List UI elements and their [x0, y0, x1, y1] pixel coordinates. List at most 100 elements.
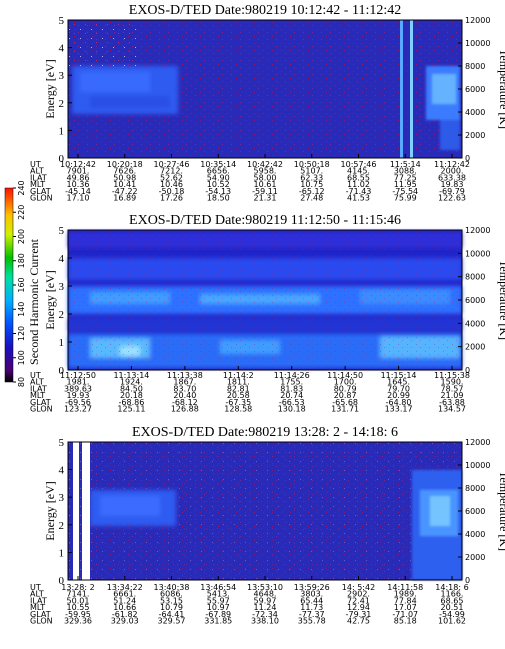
ephemeris-cell: 16.89 [113, 194, 136, 203]
ephemeris-cell: 11:14:50 [327, 371, 363, 380]
ephemeris-cell: 4145. [347, 167, 370, 176]
ephemeris-cell: 134.57 [438, 405, 466, 414]
ephemeris-cell: 128.58 [224, 405, 252, 414]
y2tick-label: 10000 [465, 249, 490, 258]
ephemeris-cell: 20.58 [227, 391, 250, 400]
y2tick-label: 12000 [465, 226, 490, 235]
ephemeris-cell: 18.50 [207, 194, 230, 203]
ephemeris-cell: 122.63 [438, 194, 466, 203]
ephemeris-cell: 5958. [254, 167, 277, 176]
ytick-label: 1 [59, 125, 65, 137]
ephemeris-cell: 42.75 [347, 617, 370, 626]
ytick-label: 3 [59, 281, 65, 293]
ephemeris-cell: 13:46:54 [200, 583, 236, 592]
panel-2-title: EXOS-D/TED Date:980219 11:12:50 - 11:15:… [129, 213, 401, 228]
ephemeris-cell: 11.95 [394, 180, 417, 189]
ephemeris-cell: 85.18 [394, 617, 417, 626]
ephemeris-row-label: MLT [30, 180, 45, 189]
panel-3-datagap-2 [82, 442, 90, 580]
ephemeris-cell: 1645. [387, 378, 410, 387]
ephemeris-cell: 14: 5:42 [342, 583, 375, 592]
ytick-label: 5 [59, 15, 65, 27]
panel-2-heatmap [68, 230, 462, 370]
ephemeris-cell: 53.15 [160, 596, 183, 605]
ephemeris-cell: 633.38 [438, 173, 466, 182]
y2tick-label: 10000 [465, 39, 490, 48]
y2tick-label: 8000 [465, 62, 485, 71]
y2tick-label: 6000 [465, 507, 485, 516]
ephemeris-cell: 75.99 [394, 194, 417, 203]
panel-1-right-structure [400, 20, 460, 158]
ephemeris-cell: 389.63 [64, 384, 92, 393]
y2tick-label: 2000 [465, 343, 485, 352]
ephemeris-cell: 52.62 [160, 173, 183, 182]
colorbar-tick-label: 140 [17, 302, 26, 317]
colorbar-ticks: 80 100 120 140 160 180 200 220 240 [13, 180, 26, 387]
ephemeris-cell: 4648. [254, 590, 277, 599]
ephemeris-cell: 10.75 [300, 180, 323, 189]
ephemeris-cell: -66.53 [279, 398, 305, 407]
ephemeris-cell: -77.37 [299, 610, 325, 619]
ephemeris-row-label: ALT [30, 167, 44, 176]
ephemeris-cell: 72.41 [347, 596, 370, 605]
panel-3-y2ticks: 0 2000 4000 6000 8000 10000 12000 [458, 438, 490, 585]
ephemeris-cell: 19.93 [67, 391, 90, 400]
panel-3-heatmap [68, 442, 462, 580]
panel-2-y2label: Temperature [K] [497, 260, 505, 340]
ephemeris-row-label: UT [30, 371, 41, 380]
colorbar-tick-label: 180 [17, 253, 26, 268]
ytick-label: 3 [59, 70, 65, 82]
ephemeris-cell: 10.46 [160, 180, 183, 189]
panel-1: EXOS-D/TED Date:980219 10:12:42 - 11:12:… [30, 3, 505, 203]
y2tick-label: 8000 [465, 273, 485, 282]
ephemeris-cell: 13:34:22 [107, 583, 143, 592]
ytick-label: 2 [59, 520, 65, 532]
ephemeris-cell: -65.68 [332, 398, 358, 407]
y2tick-label: 6000 [465, 85, 485, 94]
ephemeris-cell: 20.87 [334, 391, 357, 400]
ephemeris-cell: 77.84 [394, 596, 417, 605]
colorbar-tick-label: 220 [17, 205, 26, 220]
ephemeris-cell: 338.10 [251, 617, 279, 626]
ephemeris-row-label: ILAT [30, 596, 47, 605]
ytick-label: 4 [59, 253, 65, 265]
ephemeris-row-label: UT [30, 583, 41, 592]
ephemeris-cell: -59.11 [252, 187, 278, 196]
ephemeris-cell: 68.55 [347, 173, 370, 182]
ephemeris-cell: 82.81 [227, 384, 250, 393]
panel-3-right-structure [412, 470, 462, 580]
panel-2-y2ticks: 0 2000 4000 6000 8000 10000 12000 [458, 226, 490, 375]
ephemeris-row-label: MLT [30, 391, 45, 400]
ephemeris-cell: 10:27:46 [154, 160, 190, 169]
ephemeris-cell: -64.80 [386, 398, 412, 407]
colorbar-tick-label: 80 [17, 377, 26, 387]
ephemeris-cell: 14:18: 6 [435, 583, 468, 592]
ephemeris-cell: 81.83 [280, 384, 303, 393]
y2tick-label: 10000 [465, 461, 490, 470]
ephemeris-cell: -72.34 [252, 610, 278, 619]
ephemeris-cell: 10.79 [160, 603, 183, 612]
ephemeris-cell: 17.26 [160, 194, 183, 203]
ephemeris-cell: 11.73 [300, 603, 323, 612]
panel-3-band [90, 490, 176, 526]
ephemeris-row-label: ILAT [30, 173, 47, 182]
ephemeris-cell: -50.18 [159, 187, 185, 196]
ephemeris-cell: 10.66 [113, 603, 136, 612]
ephemeris-cell: 123.27 [64, 405, 92, 414]
ephemeris-cell: 13:59:26 [294, 583, 330, 592]
ephemeris-cell: -69.56 [65, 398, 91, 407]
ephemeris-cell: 7901. [67, 167, 90, 176]
colorbar-tick-label: 240 [17, 180, 26, 195]
ytick-label: 3 [59, 492, 65, 504]
ephemeris-cell: -65.12 [299, 187, 325, 196]
panel-2-ylabel: Energy [eV] [43, 270, 57, 329]
ytick-label: 2 [59, 98, 65, 110]
panel-1-upper-speckle [68, 22, 138, 66]
ephemeris-cell: 20.74 [280, 391, 303, 400]
ephemeris-cell: 1924. [120, 378, 143, 387]
ephemeris-cell: 10:20:18 [107, 160, 143, 169]
ephemeris-cell: 11.02 [347, 180, 370, 189]
ephemeris-cell: 10.36 [67, 180, 90, 189]
ephemeris-row-label: GLAT [30, 398, 51, 407]
y2tick-label: 4000 [465, 530, 485, 539]
